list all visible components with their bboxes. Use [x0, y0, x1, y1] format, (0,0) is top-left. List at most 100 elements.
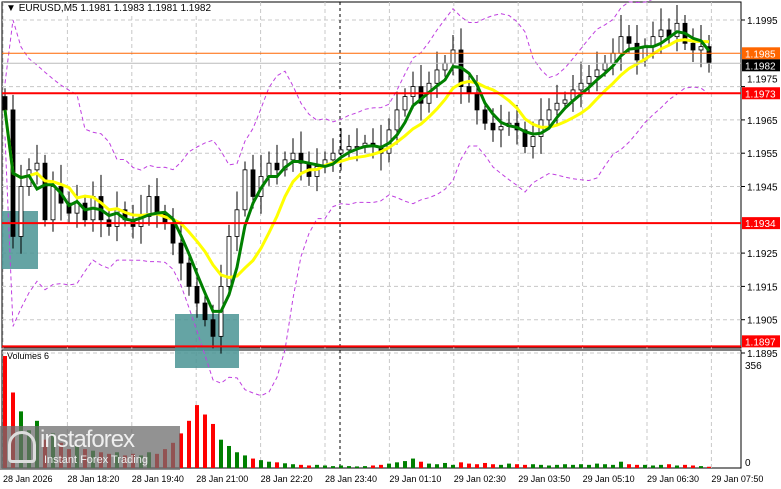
candle-body	[298, 152, 304, 164]
volume-bar	[315, 464, 319, 468]
candle-body	[482, 109, 488, 124]
candle-body	[290, 152, 296, 161]
volume-bar	[635, 464, 639, 468]
volume-bar	[651, 465, 655, 468]
candle-body	[578, 82, 584, 91]
volume-bar	[699, 466, 703, 468]
volume-bar	[331, 466, 335, 468]
candle-body	[346, 146, 352, 151]
bid-price-tag-bg	[742, 47, 780, 60]
volume-bar	[187, 420, 191, 468]
candle-body	[554, 102, 560, 111]
candle-body	[338, 149, 344, 154]
x-tick-label: 28 Jan 21:00	[196, 474, 248, 484]
volume-bar	[323, 465, 327, 468]
candle-body	[202, 302, 208, 321]
candle-body	[18, 186, 24, 237]
volume-bar	[363, 466, 367, 468]
collapse-triangle-icon[interactable]: ▼	[6, 3, 16, 14]
candle-body	[602, 62, 608, 71]
candle-body	[698, 46, 704, 51]
volume-bar	[235, 452, 239, 468]
candle-body	[626, 36, 632, 44]
level-price-tag-bg	[742, 87, 780, 100]
candle-body	[450, 49, 456, 64]
candle-body	[194, 285, 200, 304]
volume-bar	[283, 463, 287, 468]
bollinger-upper-band	[4, 0, 653, 171]
y-tick-label: 1.1925	[747, 249, 778, 260]
volume-bar	[539, 464, 543, 468]
candle-body	[146, 196, 152, 217]
level-price-tag-bg	[742, 335, 780, 348]
last-price-tag: 1.1982	[745, 61, 776, 72]
volume-bar	[243, 455, 247, 468]
volume-bar	[475, 464, 479, 468]
volume-bar	[347, 466, 351, 468]
ohlc-readout: 1.1981 1.1983 1.1981 1.1982	[80, 3, 212, 14]
volume-bar	[667, 464, 671, 468]
y-tick-label: 1.1895	[747, 349, 778, 360]
price-pane-frame	[1, 1, 742, 349]
volume-bar	[491, 464, 495, 468]
volume-bar	[355, 466, 359, 468]
candle-body	[418, 86, 424, 104]
level-price-tag: 1.1973	[745, 89, 776, 100]
candle-body	[522, 129, 528, 147]
instaforex-logo-icon	[8, 431, 36, 463]
candle-body	[690, 42, 696, 51]
volume-bar	[339, 465, 343, 468]
candle-body	[314, 166, 320, 177]
volume-bar	[179, 433, 183, 468]
volume-bar	[227, 445, 231, 468]
entry-zone-box	[175, 314, 239, 368]
volume-bar	[547, 465, 551, 468]
candle-body	[34, 162, 40, 171]
volume-bar	[387, 463, 391, 468]
candle-body	[2, 96, 8, 111]
y-tick-label: 1.1905	[747, 316, 778, 327]
x-tick-label: 29 Jan 03:50	[518, 474, 570, 484]
y-tick-label: 1.1955	[747, 149, 778, 160]
volume-bar	[427, 463, 431, 468]
volume-max-label: 356	[745, 361, 762, 372]
volume-indicator-label: Volumes 6	[7, 351, 50, 361]
volume-bar	[267, 461, 271, 468]
chart-header: ▼ EURUSD,M5 1.1981 1.1983 1.1981 1.1982	[4, 3, 214, 14]
candle-body	[226, 236, 232, 287]
volume-bar	[403, 461, 407, 468]
candle-body	[474, 92, 480, 111]
volume-bar	[579, 464, 583, 468]
candle-body	[186, 262, 192, 287]
candle-body	[546, 109, 552, 121]
volume-bar	[587, 464, 591, 468]
x-tick-label: 28 Jan 19:40	[132, 474, 184, 484]
candle-body	[490, 122, 496, 131]
candle-body	[42, 162, 48, 221]
volume-bar	[195, 405, 199, 468]
volume-bar	[707, 466, 711, 468]
candle-body	[634, 42, 640, 61]
moving-average-fast	[3, 30, 711, 313]
y-tick-label: 1.1945	[747, 183, 778, 194]
volume-bar	[435, 464, 439, 468]
x-tick-label: 29 Jan 07:50	[711, 474, 763, 484]
volume-bar	[467, 463, 471, 468]
volume-min-label: 0	[745, 458, 751, 469]
level-price-tag: 1.1897	[745, 337, 776, 348]
candle-body	[434, 69, 440, 84]
volume-bar	[307, 465, 311, 468]
volume-bar	[555, 464, 559, 468]
volume-bar	[499, 464, 503, 468]
volume-bar	[419, 461, 423, 468]
candle-body	[266, 162, 272, 177]
volume-bar	[659, 464, 663, 468]
candle-body	[402, 96, 408, 111]
candle-body	[658, 29, 664, 38]
volume-bar	[451, 464, 455, 468]
volume-bar	[531, 464, 535, 468]
watermark-tagline: Instant Forex Trading	[44, 454, 148, 466]
volume-bar	[3, 356, 7, 468]
candle-body	[530, 136, 536, 147]
